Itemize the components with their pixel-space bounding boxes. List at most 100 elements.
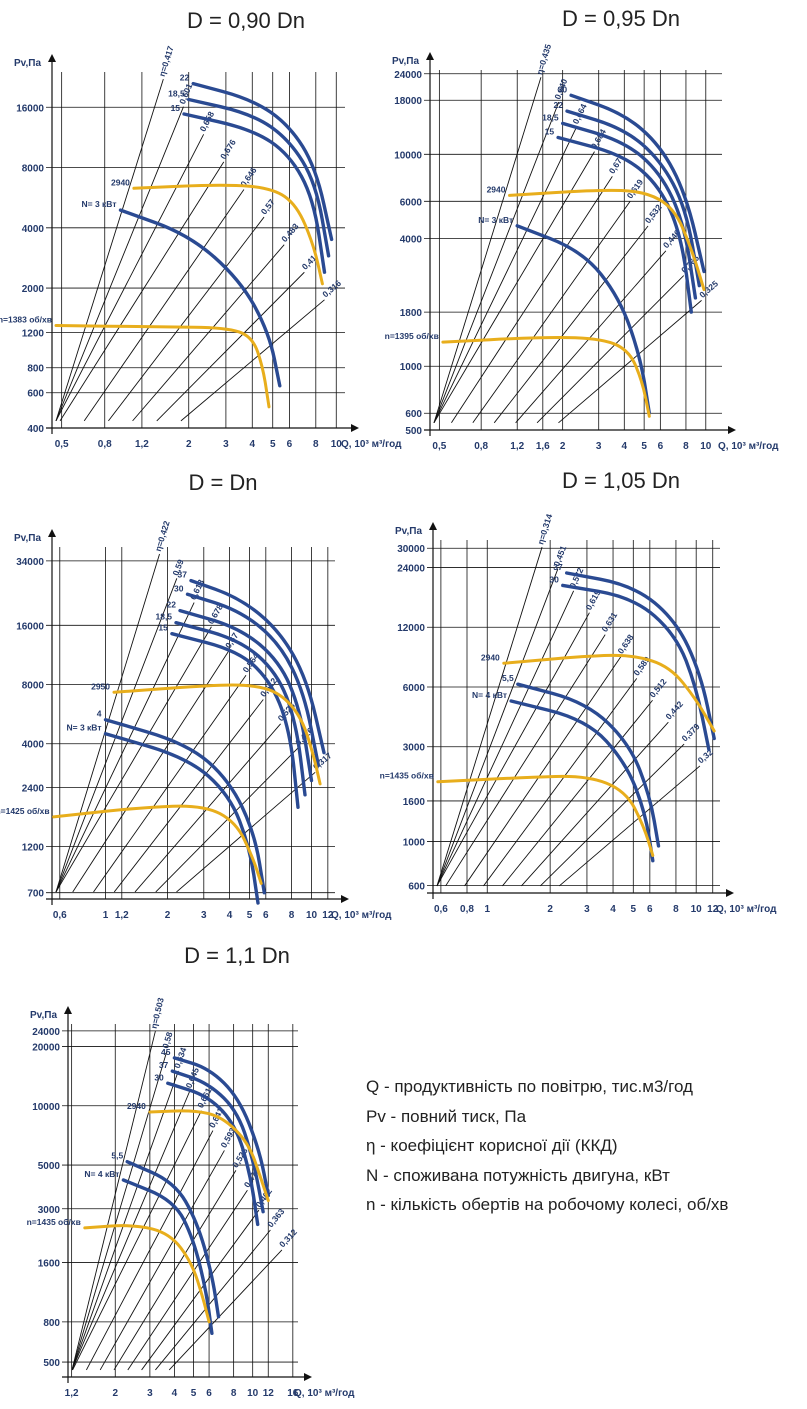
x-tick-label: 3 bbox=[596, 441, 602, 452]
efficiency-line bbox=[108, 216, 265, 422]
y-tick-label: 3000 bbox=[403, 743, 426, 754]
y-tick-label: 1000 bbox=[403, 837, 426, 848]
y-tick-label: 1600 bbox=[403, 797, 426, 808]
speed-curve bbox=[54, 324, 271, 409]
efficiency-line bbox=[127, 1189, 248, 1371]
y-tick-label: 10000 bbox=[394, 150, 422, 161]
power-label: 5,5 bbox=[502, 673, 514, 683]
efficiency-line bbox=[83, 189, 245, 422]
power-label: 30 bbox=[154, 1072, 164, 1082]
efficiency-line bbox=[483, 678, 638, 887]
x-tick-label: 12 bbox=[707, 904, 719, 915]
speed-label: n=1425 об/хв bbox=[0, 806, 50, 816]
efficiency-line bbox=[113, 699, 264, 893]
efficiency-line bbox=[55, 553, 160, 893]
y-axis-label: Pv,Па bbox=[30, 1010, 57, 1021]
x-tick-label: 0,6 bbox=[434, 904, 448, 915]
power-curve bbox=[509, 699, 655, 863]
efficiency-line bbox=[86, 1130, 214, 1371]
efficiency-line bbox=[433, 126, 578, 423]
power-label: 30 bbox=[558, 84, 568, 94]
x-tick-label: 8 bbox=[289, 910, 295, 921]
y-tick-label: 6000 bbox=[403, 683, 426, 694]
speed-label: n=1395 об/хв bbox=[385, 331, 439, 341]
x-tick-label: 10 bbox=[306, 910, 318, 921]
chart-title-2: D = Dn bbox=[188, 470, 258, 495]
y-tick-label: 2000 bbox=[22, 284, 45, 295]
efficiency-label: η=0,422 bbox=[153, 519, 172, 552]
y-tick-label: 500 bbox=[405, 426, 422, 437]
efficiency-line bbox=[176, 771, 316, 893]
power-label: 37 bbox=[159, 1060, 169, 1070]
power-label: 18,5 bbox=[542, 112, 559, 122]
efficiency-line bbox=[445, 634, 606, 887]
efficiency-line bbox=[55, 106, 184, 422]
x-tick-label: 4 bbox=[622, 441, 628, 452]
x-tick-label: 3 bbox=[584, 904, 590, 915]
power-label: 22 bbox=[167, 600, 177, 610]
y-tick-label: 24000 bbox=[397, 563, 425, 574]
x-tick-label: 1,2 bbox=[510, 441, 524, 452]
y-tick-label: 4000 bbox=[400, 235, 423, 246]
x-tick-label: 4 bbox=[227, 910, 233, 921]
x-tick-label: 3 bbox=[201, 910, 207, 921]
x-tick-label: 1,6 bbox=[536, 441, 550, 452]
efficiency-line bbox=[433, 151, 595, 424]
y-tick-label: 24000 bbox=[32, 1027, 60, 1038]
efficiency-line bbox=[436, 546, 543, 887]
y-tick-label: 34000 bbox=[16, 557, 44, 568]
power-curve bbox=[172, 1056, 270, 1198]
y-tick-label: 800 bbox=[27, 364, 44, 375]
x-tick-label: 8 bbox=[313, 439, 319, 450]
efficiency-line bbox=[540, 743, 685, 887]
x-tick-label: 4 bbox=[249, 439, 255, 450]
x-tick-label: 2 bbox=[165, 910, 171, 921]
y-axis-label: Pv,Па bbox=[14, 533, 41, 544]
x-tick-label: 2 bbox=[112, 1388, 118, 1399]
x-tick-label: 1 bbox=[103, 910, 109, 921]
x-tick-label: 0,8 bbox=[98, 439, 112, 450]
power-curve bbox=[556, 135, 693, 314]
efficiency-line bbox=[93, 675, 247, 893]
efficiency-label: η=0,435 bbox=[534, 43, 553, 76]
efficiency-line bbox=[71, 1050, 168, 1371]
x-tick-label: 2 bbox=[560, 441, 566, 452]
x-tick-label: 8 bbox=[673, 904, 679, 915]
speed-curve bbox=[436, 774, 655, 857]
efficiency-line bbox=[464, 656, 622, 887]
efficiency-label: 0,631 bbox=[599, 610, 619, 634]
y-tick-label: 1200 bbox=[22, 843, 45, 854]
efficiency-label: 0,32 bbox=[696, 747, 715, 766]
efficiency-line bbox=[451, 176, 613, 424]
power-curve bbox=[185, 592, 321, 768]
x-tick-label: 0,6 bbox=[53, 910, 67, 921]
x-tick-label: 6 bbox=[287, 439, 293, 450]
x-tick-label: 1,2 bbox=[115, 910, 129, 921]
x-tick-label: 2 bbox=[186, 439, 192, 450]
x-axis-label: Q, 10³ м³/год bbox=[718, 441, 779, 452]
power-curve bbox=[174, 621, 307, 797]
efficiency-line bbox=[71, 1070, 179, 1371]
x-axis-label: Q, 10³ м³/год bbox=[331, 910, 392, 921]
y-tick-label: 8000 bbox=[22, 164, 45, 175]
power-label: 5,5 bbox=[111, 1151, 123, 1161]
x-tick-label: 4 bbox=[172, 1388, 178, 1399]
y-axis-label: Pv,Па bbox=[395, 526, 422, 537]
power-label: 18,5 bbox=[155, 612, 172, 622]
power-label: 15 bbox=[158, 623, 168, 633]
efficiency-line bbox=[433, 101, 560, 423]
power-curve bbox=[125, 1160, 221, 1319]
x-tick-label: 1 bbox=[484, 904, 490, 915]
efficiency-label: 0,638 bbox=[615, 632, 635, 655]
speed-curve bbox=[508, 188, 706, 292]
efficiency-label: 0,379 bbox=[680, 721, 702, 743]
legend-item-q: Q - продуктивність по повітрю, тис.м3/го… bbox=[366, 1077, 693, 1096]
power-curve bbox=[187, 97, 331, 258]
chart-title-0: D = 0,90 Dn bbox=[186, 8, 306, 33]
power-curve bbox=[516, 682, 661, 848]
power-label: 4 bbox=[97, 709, 102, 719]
efficiency-line bbox=[155, 1229, 271, 1371]
efficiency-label: 0,512 bbox=[647, 676, 668, 699]
efficiency-line bbox=[515, 250, 667, 424]
